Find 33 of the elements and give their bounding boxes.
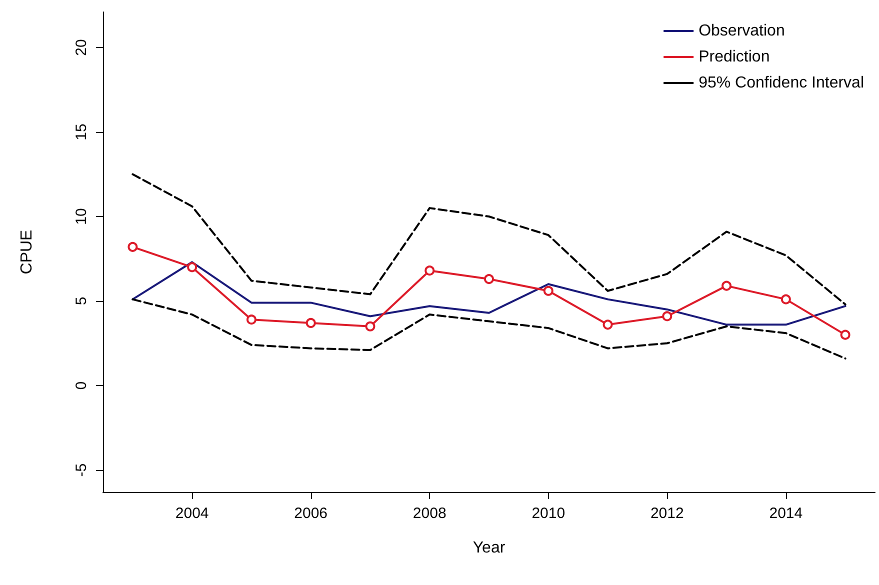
x-axis-title: Year [472, 540, 506, 556]
line-series [132, 261, 846, 326]
line-series [132, 173, 846, 306]
x-tick-label: 2012 [650, 505, 684, 522]
point [484, 274, 494, 284]
line-series [132, 298, 846, 360]
x-tick-label: 2006 [294, 505, 328, 522]
legend-label: 95% Confidenc Interval [698, 74, 864, 92]
y-tick-label: 0 [73, 381, 90, 390]
legend-label: Observation [698, 22, 785, 40]
point [840, 330, 850, 340]
x-tick-label: 2014 [769, 505, 803, 522]
x-tick-label: 2004 [175, 505, 209, 522]
x-tick-label: 2010 [532, 505, 566, 522]
y-tick-label: -5 [73, 463, 90, 477]
point [424, 266, 435, 276]
point [365, 321, 376, 332]
y-tick-label: 5 [73, 296, 90, 306]
y-tick-label: 15 [73, 124, 90, 140]
point [662, 311, 672, 322]
point [780, 294, 791, 304]
point [602, 320, 613, 330]
point [187, 262, 198, 272]
point [128, 242, 138, 252]
point [543, 286, 554, 296]
legend-label: Prediction [698, 48, 770, 66]
point [722, 280, 732, 291]
point [246, 314, 256, 325]
y-tick-label: 10 [73, 208, 90, 225]
y-axis-title: CPUE [18, 230, 36, 274]
x-tick-label: 2008 [412, 505, 446, 522]
y-tick-label: 20 [73, 39, 90, 56]
point [306, 318, 316, 328]
